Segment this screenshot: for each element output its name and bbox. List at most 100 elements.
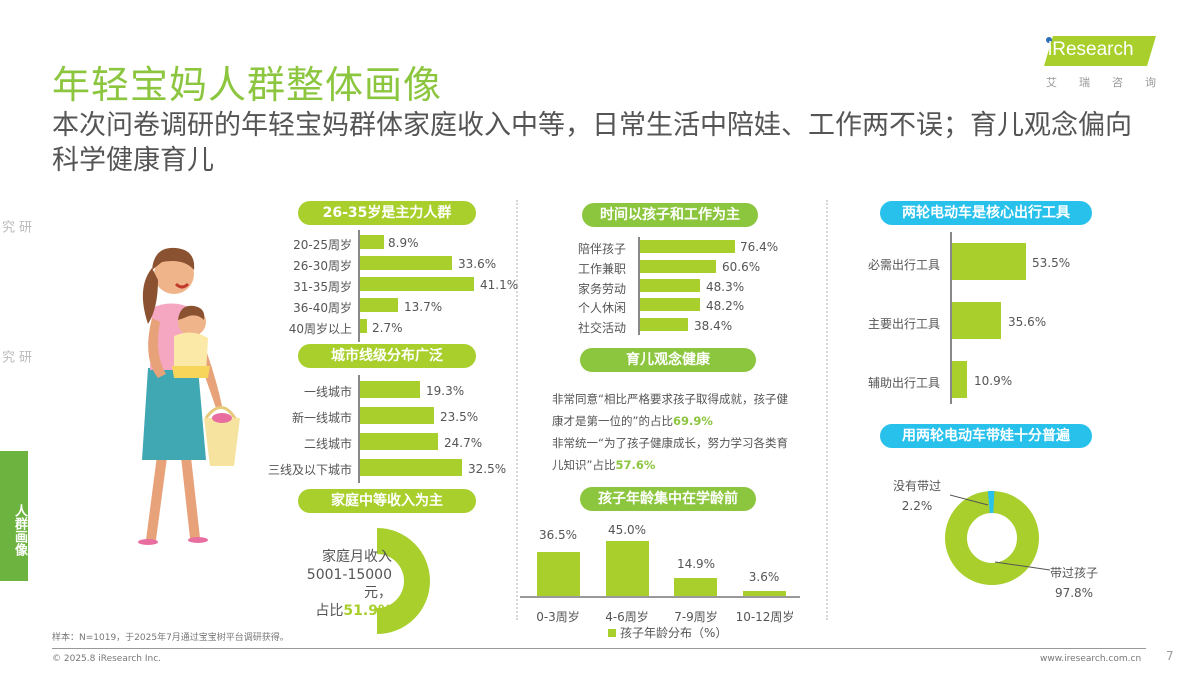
- bar: [360, 433, 438, 450]
- income-description: 家庭月收入 5001-15000元， 占比51.9%: [282, 548, 392, 620]
- bar-label: 31-35周岁: [293, 280, 352, 294]
- bar-label: 主要出行工具: [867, 317, 940, 331]
- bar: [640, 298, 700, 311]
- logo-char: 瑞: [1079, 76, 1090, 89]
- bar-value: 19.3%: [426, 384, 465, 398]
- section-header-income: 家庭中等收入为主: [298, 489, 476, 513]
- column-divider: [826, 200, 828, 620]
- bar-label: 陪伴孩子: [577, 242, 626, 256]
- income-range: 5001-15000元，: [306, 567, 392, 601]
- bar: [640, 279, 700, 292]
- logo-char: 艾: [1046, 76, 1057, 89]
- section-header-time: 时间以孩子和工作为主: [582, 203, 758, 227]
- bar-category: 10-12周岁: [735, 610, 795, 624]
- age-distribution-chart: 20-25周岁 8.9% 26-30周岁 33.6% 31-35周岁 41.1%…: [240, 230, 520, 345]
- sample-note: 样本：N=1019，于2025年7月通过宝宝树平台调研获得。: [52, 633, 289, 643]
- bar-value: 41.1%: [480, 278, 519, 292]
- bar-value: 8.9%: [388, 236, 419, 250]
- bar: [743, 591, 786, 596]
- donut-label-carried: 带过孩子 97.8%: [1050, 563, 1098, 603]
- bar-label: 一线城市: [303, 385, 352, 399]
- bar-value: 53.5%: [1032, 256, 1071, 270]
- bar: [640, 260, 716, 273]
- bar: [640, 240, 735, 253]
- label-value: 97.8%: [1054, 586, 1094, 600]
- bar-value: 24.7%: [444, 436, 483, 450]
- income-share: 占比51.9%: [282, 602, 392, 620]
- page-subtitle: 本次问卷调研的年轻宝妈群体家庭收入中等，日常生活中陪娃、工作两不误；育儿观念偏向…: [52, 110, 1132, 176]
- bar: [952, 302, 1001, 339]
- bar-label: 二线城市: [303, 437, 352, 451]
- bar-value: 13.7%: [404, 300, 443, 314]
- chart-axis: [358, 375, 360, 483]
- bar: [360, 459, 462, 476]
- section-header-age: 26-35岁是主力人群: [298, 201, 476, 225]
- bar: [360, 256, 452, 270]
- bar: [537, 552, 580, 596]
- bar-value: 48.2%: [706, 299, 745, 313]
- bar: [606, 541, 649, 596]
- bar-label: 36-40周岁: [293, 301, 352, 315]
- section-header-city: 城市线级分布广泛: [298, 344, 476, 368]
- logo-dot-icon: [1046, 37, 1052, 43]
- copyright: © 2025.8 iResearch Inc.: [52, 654, 162, 664]
- donut-leader-lines: [950, 494, 1051, 571]
- bar-category: 4-6周岁: [605, 610, 649, 624]
- bar-value: 48.3%: [706, 280, 745, 294]
- side-nav-item-persona[interactable]: 人群画像: [0, 451, 28, 581]
- bar-value: 2.7%: [372, 321, 403, 335]
- bar-label: 26-30周岁: [293, 259, 352, 273]
- column-divider: [516, 200, 518, 620]
- bar-value: 14.9%: [676, 557, 716, 571]
- bar-label: 新一线城市: [291, 411, 352, 425]
- legend-label: 孩子年龄分布（%）: [620, 626, 728, 640]
- bar-label: 20-25周岁: [293, 238, 352, 252]
- income-share-prefix: 占比: [315, 603, 344, 619]
- chart-axis: [358, 230, 360, 342]
- bar-label: 三线及以下城市: [267, 463, 352, 477]
- bar-value: 45.0%: [607, 523, 647, 537]
- section-header-carry: 用两轮电动车带娃十分普遍: [880, 424, 1092, 448]
- belief-item: 非常同意“相比严格要求孩子取得成就，孩子健康才是第一位的”的占比69.9%: [552, 388, 792, 432]
- bar-label: 家务劳动: [577, 282, 626, 296]
- bar: [360, 298, 398, 312]
- website-link[interactable]: www.iresearch.com.cn: [1040, 654, 1142, 664]
- bar: [360, 235, 384, 249]
- mother-child-illustration: [138, 247, 240, 545]
- bar-label: 辅助出行工具: [867, 376, 940, 390]
- belief-text: 非常统一“为了孩子健康成长，努力学习各类育儿知识”占比: [552, 436, 788, 472]
- bar-label: 工作兼职: [577, 262, 626, 276]
- child-age-chart: 36.5% 45.0% 14.9% 3.6% 0-3周岁 4-6周岁 7-9周岁…: [520, 520, 805, 640]
- side-nav-item-research-design[interactable]: 研究设计: [0, 350, 31, 363]
- income-half-donut: [377, 528, 430, 634]
- section-header-child-age: 孩子年龄集中在学龄前: [580, 487, 756, 511]
- transport-role-chart: 必需出行工具 53.5% 主要出行工具 35.6% 辅助出行工具 10.9%: [850, 232, 1110, 404]
- side-nav-item-research-background[interactable]: 研究背景: [0, 220, 31, 233]
- bar-category: 0-3周岁: [536, 610, 580, 624]
- bar-category: 7-9周岁: [674, 610, 718, 624]
- page-title: 年轻宝妈人群整体画像: [52, 63, 443, 107]
- chart-axis: [638, 237, 640, 335]
- bar-label: 社交活动: [577, 321, 626, 335]
- label-value: 2.2%: [901, 499, 933, 513]
- iresearch-logo: iResearch 艾 瑞 咨 询: [1040, 34, 1160, 92]
- bar-value: 32.5%: [468, 462, 507, 476]
- chart-axis: [950, 232, 952, 404]
- bar: [674, 578, 717, 596]
- time-allocation-chart: 陪伴孩子 76.4% 工作兼职 60.6% 家务劳动 48.3% 个人休闲 48…: [540, 237, 810, 337]
- bar-value: 23.5%: [440, 410, 479, 424]
- logo-char: 咨: [1112, 76, 1123, 89]
- legend-swatch: [608, 628, 616, 637]
- footer-divider: [52, 648, 1146, 649]
- carry-child-donut: [945, 491, 1039, 585]
- logo-chinese-name: 艾 瑞 咨 询: [1046, 74, 1156, 90]
- logo-banner: [1044, 36, 1156, 66]
- bar-value: 76.4%: [740, 240, 779, 254]
- bar: [360, 277, 474, 291]
- parenting-belief-text: 非常同意“相比严格要求孩子取得成就，孩子健康才是第一位的”的占比69.9% 非常…: [552, 388, 792, 476]
- label-category: 没有带过: [893, 479, 942, 493]
- bar-label: 40周岁以上: [288, 322, 352, 336]
- donut-label-not-carried: 没有带过 2.2%: [893, 476, 941, 516]
- bar-value: 35.6%: [1008, 315, 1047, 329]
- chart-baseline: [520, 596, 800, 598]
